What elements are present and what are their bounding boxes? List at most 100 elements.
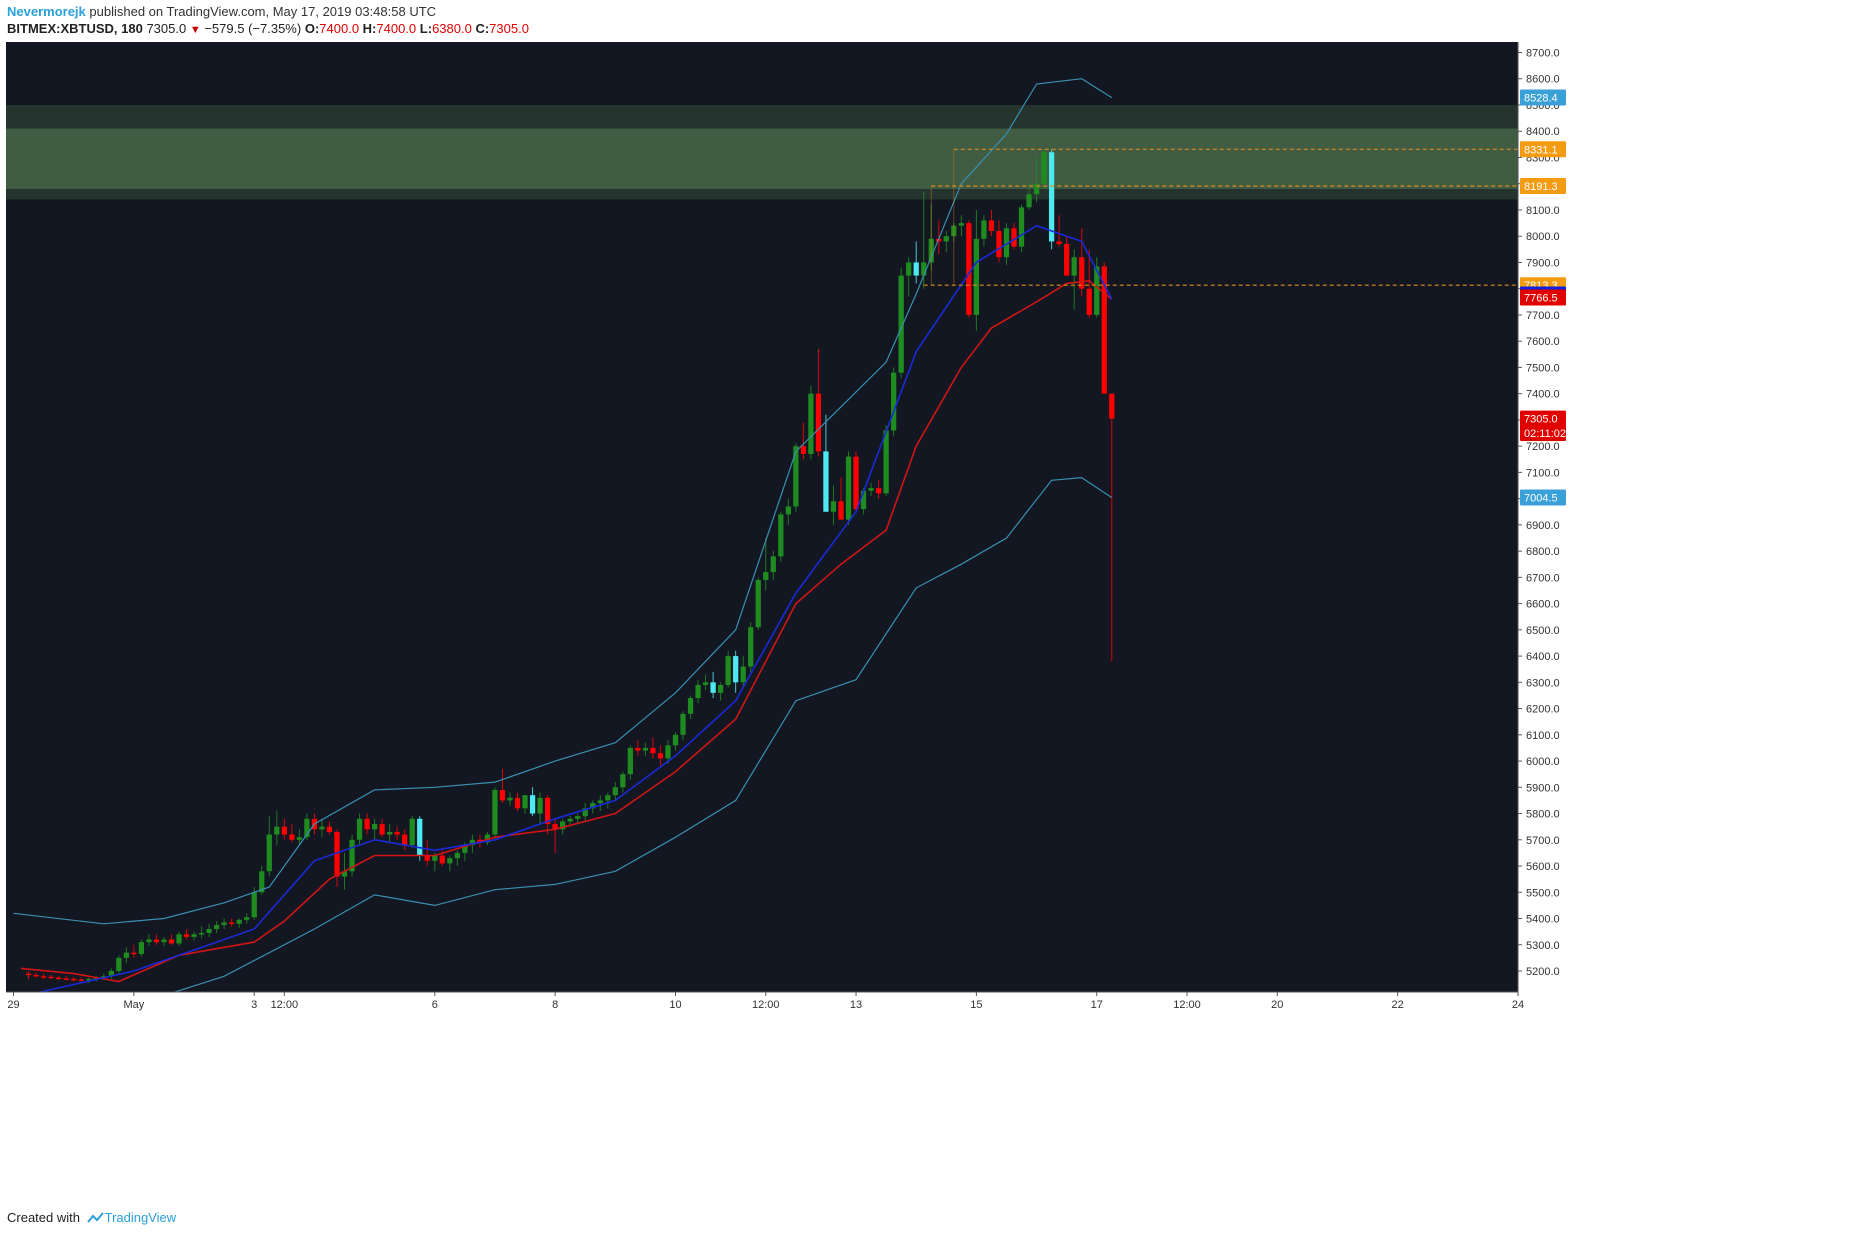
candle-body: [748, 627, 754, 667]
candlestick-chart[interactable]: 8700.08600.08500.08400.08300.08200.08100…: [6, 42, 1846, 1194]
high-label: H:: [362, 21, 377, 36]
x-tick-label: 17: [1091, 999, 1103, 1011]
y-tick-label: 8600.0: [1526, 74, 1560, 86]
price-tag-label: 8191.3: [1524, 181, 1558, 193]
x-tick-label: May: [123, 999, 144, 1011]
candle-body: [1101, 266, 1107, 394]
candle-body: [221, 922, 227, 926]
candle-body: [71, 978, 77, 981]
high-value: 7400.0: [376, 21, 417, 36]
y-tick-label: 6700.0: [1526, 572, 1560, 584]
candle-body: [672, 734, 679, 746]
tradingview-brand[interactable]: TradingView: [104, 1210, 177, 1225]
candle-body: [48, 976, 54, 979]
candle-body: [492, 789, 498, 835]
candle-body: [1041, 152, 1047, 184]
x-tick-label: 29: [7, 999, 19, 1011]
price-tag-label: 7766.5: [1524, 292, 1558, 304]
price-change: −579.5 (−7.35%): [204, 21, 302, 36]
candle-body: [108, 971, 114, 977]
symbol-header: BITMEX:XBTUSD, 180 7305.0 ▼ −579.5 (−7.3…: [7, 21, 529, 36]
ema-slow-line: [20, 279, 1113, 983]
candle-body: [334, 831, 340, 877]
candle-body: [1064, 244, 1070, 276]
candle-body: [213, 925, 220, 930]
plot-background: [6, 42, 1518, 992]
price-tag: [1520, 89, 1566, 106]
candle-body: [717, 684, 724, 693]
candle-body: [845, 456, 852, 520]
price-tag: [1520, 425, 1566, 442]
chart-area[interactable]: 8700.08600.08500.08400.08300.08200.08100…: [6, 42, 1846, 1194]
candle-body: [785, 506, 791, 515]
candle-body: [665, 745, 671, 759]
y-tick-label: 7700.0: [1526, 310, 1560, 322]
price-axis-background: [1518, 42, 1846, 992]
candle-body: [898, 275, 904, 373]
candle-body: [176, 934, 182, 944]
candle-body: [883, 430, 889, 494]
y-tick-label: 8700.0: [1526, 47, 1560, 59]
candle-body: [454, 852, 460, 859]
y-tick-label: 5600.0: [1526, 861, 1560, 873]
candle-body: [514, 797, 521, 809]
candle-body: [63, 978, 69, 980]
candle-body: [251, 892, 257, 918]
y-tick-label: 6500.0: [1526, 625, 1560, 637]
candle-body: [326, 826, 333, 832]
candle-body: [860, 490, 867, 510]
candle-body: [808, 393, 814, 455]
candle-body: [116, 957, 122, 972]
candle-body: [439, 855, 445, 864]
candle-body: [913, 262, 919, 276]
candle-body: [394, 831, 400, 835]
candle-body: [740, 666, 746, 683]
candle-body: [793, 446, 799, 507]
candle-body: [763, 572, 769, 580]
candle-body: [830, 501, 837, 512]
candle-body: [432, 855, 438, 861]
candle-body: [1033, 183, 1040, 195]
candle-body: [838, 501, 844, 520]
x-tick-label: 22: [1392, 999, 1404, 1011]
author-name[interactable]: Nevermorejk: [7, 4, 86, 19]
candle-body: [131, 952, 137, 955]
x-tick-label: 3: [251, 999, 257, 1011]
bollinger-lower-line: [88, 476, 1113, 1017]
candle-body: [402, 834, 408, 846]
price-tag-label: 02:11:02: [1524, 428, 1566, 440]
y-tick-label: 8100.0: [1526, 205, 1560, 217]
candle-body: [1026, 194, 1032, 208]
candle-body: [319, 826, 325, 830]
candle-body: [1048, 152, 1055, 242]
candle-body: [146, 939, 152, 943]
price-tag-label: 7305.0: [1524, 414, 1558, 426]
y-tick-label: 8000.0: [1526, 231, 1560, 243]
y-tick-label: 6100.0: [1526, 730, 1560, 742]
y-tick-label: 7200.0: [1526, 441, 1560, 453]
candle-body: [567, 818, 573, 822]
candle-body: [770, 556, 776, 573]
candle-body: [206, 929, 212, 933]
candle-body: [695, 684, 701, 699]
candle-body: [123, 952, 129, 958]
y-tick-label: 5200.0: [1526, 966, 1560, 978]
resistance-zone-1: [6, 128, 1518, 189]
price-tag-label: 7004.5: [1524, 492, 1558, 504]
candle-body: [138, 942, 145, 954]
candle-body: [1079, 257, 1085, 289]
candle-body: [56, 977, 62, 980]
candle-body: [522, 795, 528, 809]
candle-body: [1086, 288, 1092, 315]
candle-body: [875, 488, 882, 494]
candle-body: [988, 220, 995, 231]
x-tick-label: 24: [1512, 999, 1524, 1011]
last-price: 7305.0: [146, 21, 187, 36]
candle-body: [590, 803, 596, 809]
y-tick-label: 7900.0: [1526, 257, 1560, 269]
candle-body: [40, 976, 47, 978]
y-tick-label: 6000.0: [1526, 756, 1560, 768]
y-tick-label: 6300.0: [1526, 677, 1560, 689]
close-value: 7305.0: [489, 21, 529, 36]
candle-body: [86, 978, 92, 981]
